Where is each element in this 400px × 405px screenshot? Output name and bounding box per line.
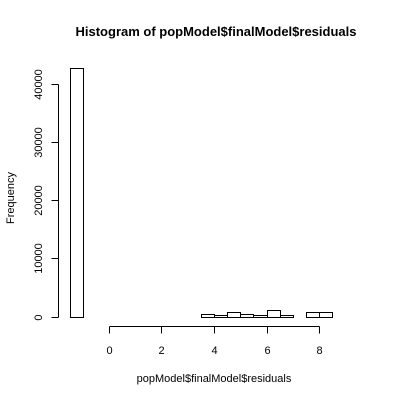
histogram-bar bbox=[214, 315, 228, 318]
histogram-bar bbox=[280, 315, 294, 318]
histogram-bar bbox=[306, 312, 320, 318]
histogram-bar bbox=[227, 312, 241, 318]
histogram-bar bbox=[253, 315, 268, 318]
bars-group bbox=[70, 68, 333, 318]
x-tick-label: 2 bbox=[158, 345, 164, 357]
x-tick-label: 8 bbox=[316, 345, 322, 357]
x-tick-label: 6 bbox=[264, 345, 270, 357]
histogram-bar bbox=[319, 312, 333, 318]
chart-title: Histogram of popModel$finalModel$residua… bbox=[76, 24, 357, 39]
histogram-bar bbox=[267, 310, 281, 318]
y-axis: 0 10000 20000 30000 40000 bbox=[33, 69, 59, 321]
x-axis: 0 2 4 6 8 bbox=[106, 326, 323, 357]
y-tick-label: 40000 bbox=[33, 69, 45, 100]
x-tick-label: 4 bbox=[211, 345, 217, 357]
y-tick-label: 30000 bbox=[33, 127, 45, 158]
histogram-bar bbox=[201, 314, 215, 318]
x-tick-label: 0 bbox=[106, 345, 112, 357]
y-tick-label: 0 bbox=[33, 314, 45, 320]
histogram-bar bbox=[70, 68, 84, 318]
y-axis-label: Frequency bbox=[5, 172, 17, 224]
histogram-bar bbox=[240, 314, 254, 318]
y-tick-label: 20000 bbox=[33, 185, 45, 216]
x-axis-label: popModel$finalModel$residuals bbox=[137, 373, 292, 385]
y-tick-label: 10000 bbox=[33, 243, 45, 274]
